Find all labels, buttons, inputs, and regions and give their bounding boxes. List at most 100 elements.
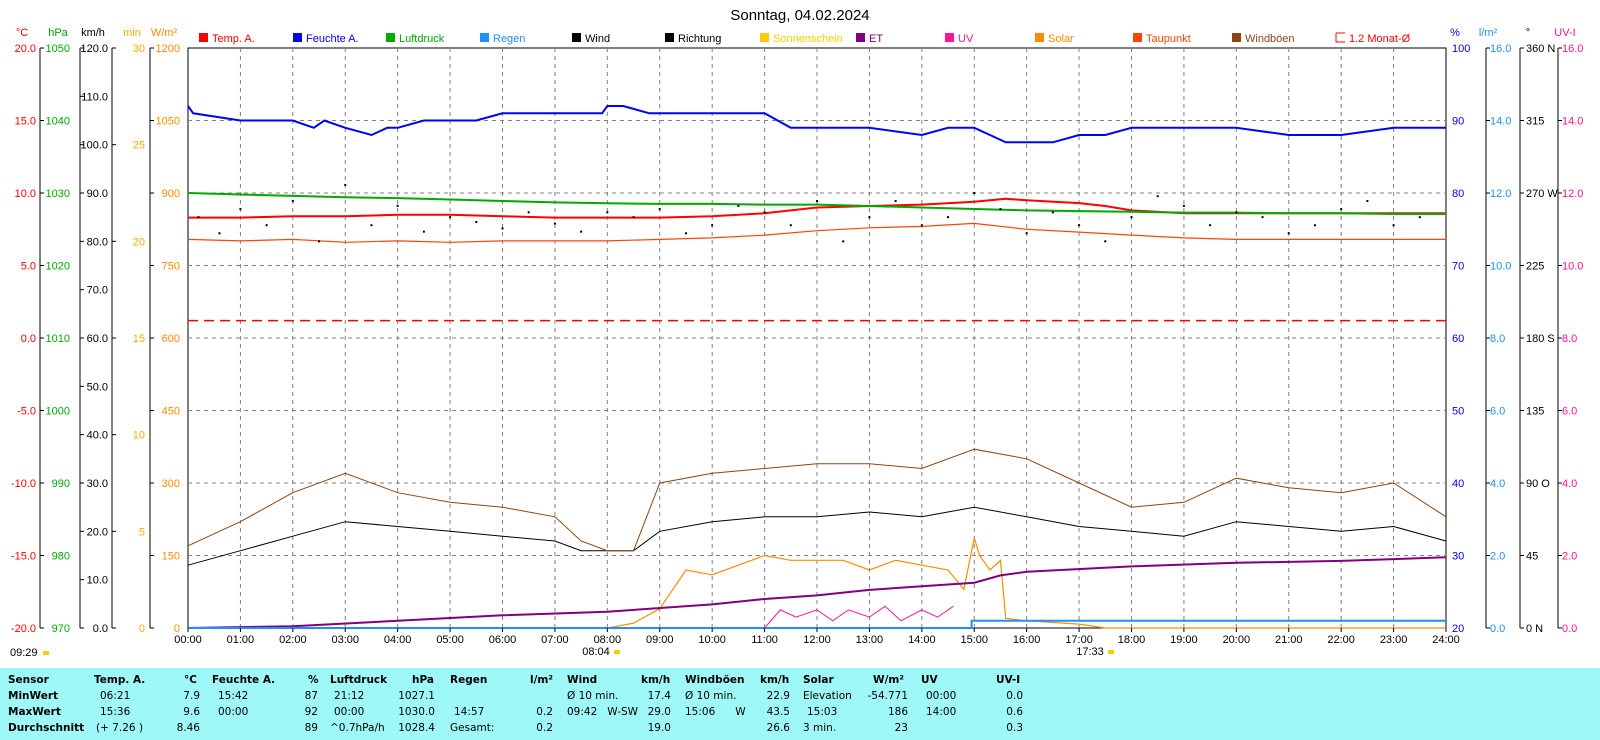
axis-tick-label: 80.0 [87,236,108,248]
stats-cell: 22.9 [766,690,790,702]
axis-tick-label: 20 [1452,623,1464,635]
axis-tick-label: 300 [162,478,180,490]
stats-cell: Elevation [803,690,852,702]
axis-tick-label: 110.0 [81,91,108,103]
stats-row-label: MinWert [8,690,59,702]
axis-tick-label: 0.0 [93,623,108,635]
direction-point [1025,232,1028,235]
axis-tick-label: -20.0 [11,623,36,635]
stats-cell: -54.771 [867,690,908,702]
axes: 20.0 15.0 10.0 5.0 0.0 -5.0 -10.0 -15.0 -20.0 °C 1… [11,27,1584,635]
legend-swatch [480,33,489,42]
axis-tick-label: 45 [1526,551,1538,563]
sun-marker [614,650,620,654]
legend-label: Wind [585,33,610,45]
series-solar [188,537,1446,629]
axis-tick-label: 12.0 [1562,188,1583,200]
legend-swatch [856,33,865,42]
axis-tick-label: 5.0 [21,261,36,273]
axis-tick-label: -5.0 [17,406,36,418]
stats-header-press: Luftdruck [330,674,388,686]
axis-tick-label: 90 [1452,116,1464,128]
axis-tick-label: 180 S [1526,333,1555,345]
axis-tick-label: 1050 [156,116,180,128]
direction-point [606,211,609,214]
axis-tick-label: 120.0 [80,43,108,55]
direction-point [1340,208,1343,211]
axis-unit: % [1450,27,1460,39]
axis-tick-label: 1050 [46,43,70,55]
axis-tick-label: 0 [174,623,180,635]
axis-tick-label: 1000 [46,406,70,418]
axis-tick-label: 0.0 [1490,623,1505,635]
series-et [187,556,1447,629]
axis-tick-label: 360 N [1526,43,1555,55]
stats-header-uv: UV [921,674,938,686]
x-tick-label: 12:00 [803,634,831,646]
x-tick-label: 18:00 [1118,634,1146,646]
stats-cell: 3 min. [803,722,837,734]
stats-cell: Ø 10 min. [685,690,737,702]
series-uv [764,605,954,629]
axis-tick-label: 450 [162,406,180,418]
direction-point [1156,195,1159,198]
axis-tick-label: 0 [139,623,145,635]
stats-cell: 00:00 [926,690,957,702]
legend: Temp. A. Feuchte A. Luftdruck Regen Wind Rich… [199,32,1411,45]
sun-marker-label: 08:04 [582,646,610,658]
x-tick-label: 10:00 [698,634,726,646]
stats-cell: 19.0 [647,722,671,734]
axis-tick-label: 16.0 [1490,43,1511,55]
legend-swatch [1232,33,1241,42]
axis-tick-label: 100.0 [80,140,108,152]
axis-unit: °C [16,27,28,39]
stats-header-rain: Regen [450,674,488,686]
axis-tick-label: 30 [133,43,145,55]
axis-tick-label: 0.0 [21,333,36,345]
sun-markers: 09:29 08:04 17:33 [10,646,1114,659]
legend-label: Luftdruck [399,33,445,45]
axis-tick-label: 14.0 [1562,116,1583,128]
axis-tick-label: 14.0 [1490,116,1511,128]
stats-cell: 92 [304,706,318,718]
axis-tick-label: 1020 [46,261,70,273]
stats-cell: 09:42 W-SW [567,706,639,718]
axis-tick-label: 25 [133,140,145,152]
stats-header-hum-unit: % [308,674,319,686]
series-richtung [197,183,1421,243]
axis-tick-label: 4.0 [1490,478,1505,490]
direction-point [1261,216,1264,219]
x-tick-label: 14:00 [908,634,936,646]
direction-point [449,216,452,219]
series-windb-en [187,448,1447,552]
sun-marker [1108,650,1114,654]
axis-tick-label: 2.0 [1562,551,1577,563]
direction-point [344,183,347,186]
x-tick-label: 16:00 [1013,634,1041,646]
axis-unit: hPa [48,27,68,39]
stats-cell: 00:00 [334,706,365,718]
grid [188,48,1446,628]
direction-point [1209,224,1212,227]
x-tick-label: 00:00 [174,634,202,646]
series-taupunkt [187,222,1446,243]
chart-background [0,0,1600,668]
axis-tick-label: 600 [162,333,180,345]
axis-tick-label: 135 [1526,406,1544,418]
legend-swatch [1035,33,1044,42]
x-tick-label: 07:00 [541,634,569,646]
axis-tick-label: 10.0 [87,575,108,587]
x-tick-label: 09:00 [646,634,674,646]
x-tick-label: 13:00 [856,634,884,646]
axis-tick-label: 1200 [156,43,180,55]
direction-point [1051,211,1054,214]
stats-cell: 0.3 [1006,722,1023,734]
stats-header-uv-unit: UV-I [996,674,1021,686]
axis-tick-label: 10.0 [1562,261,1583,273]
series-wind [187,506,1447,566]
sun-marker-label: 17:33 [1076,646,1104,658]
legend-label: Solar [1048,33,1074,45]
series-feuchte-a [187,105,1446,144]
axis-tick-label: 1030 [46,188,70,200]
axis-tick-label: 150 [162,551,180,563]
